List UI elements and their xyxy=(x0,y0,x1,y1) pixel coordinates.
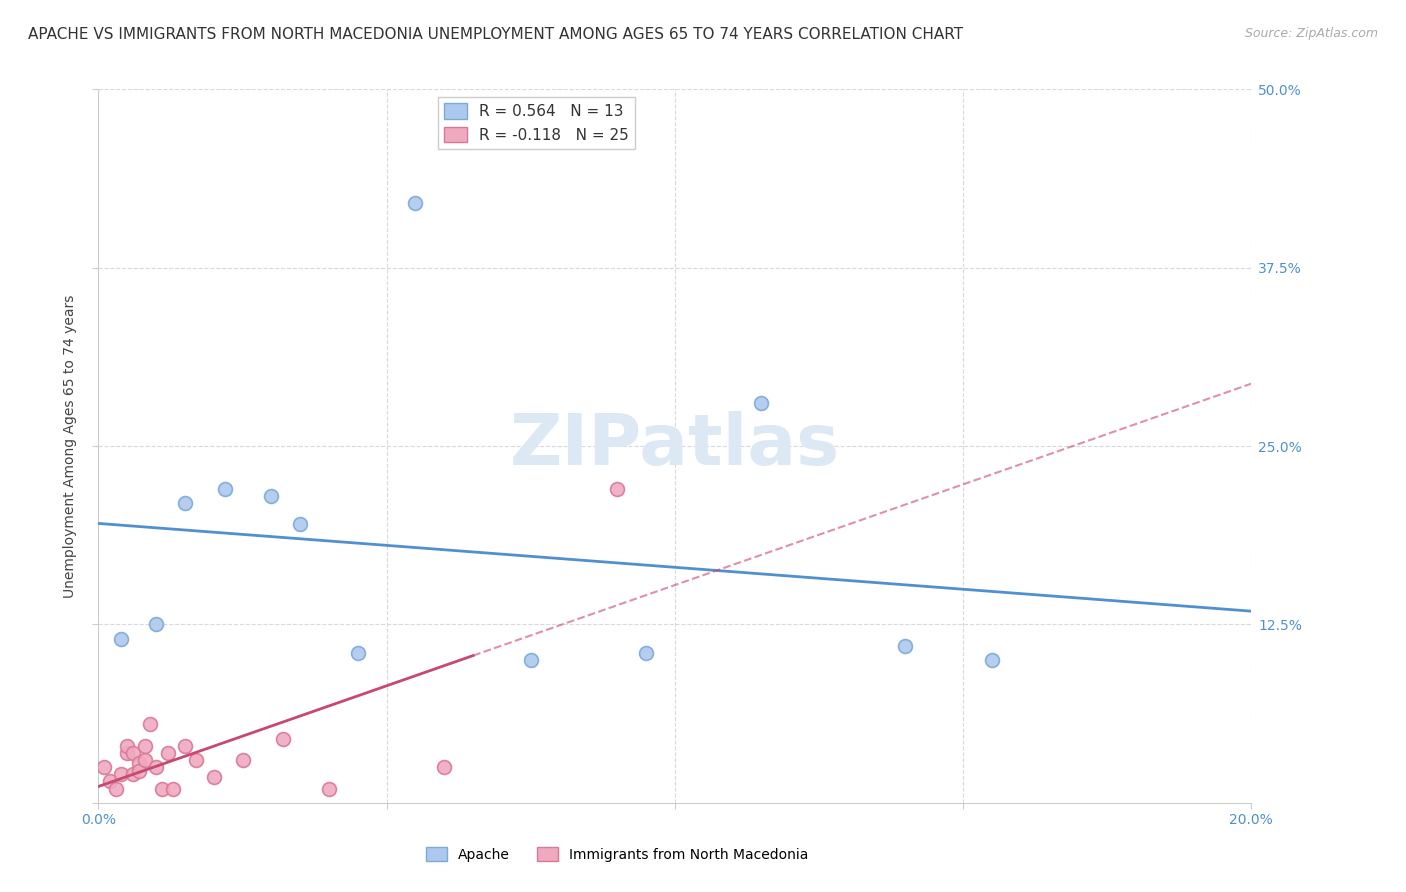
Point xyxy=(145,760,167,774)
Point xyxy=(93,760,115,774)
Point xyxy=(186,753,208,767)
Point xyxy=(636,646,658,660)
Text: APACHE VS IMMIGRANTS FROM NORTH MACEDONIA UNEMPLOYMENT AMONG AGES 65 TO 74 YEARS: APACHE VS IMMIGRANTS FROM NORTH MACEDONI… xyxy=(28,27,963,42)
Point xyxy=(290,517,312,532)
Point xyxy=(231,753,254,767)
Point xyxy=(214,482,236,496)
Point xyxy=(104,781,127,796)
Point xyxy=(128,756,150,770)
Point xyxy=(150,781,173,796)
Point xyxy=(346,646,368,660)
Legend: Apache, Immigrants from North Macedonia: Apache, Immigrants from North Macedonia xyxy=(420,841,814,867)
Point xyxy=(162,781,184,796)
Y-axis label: Unemployment Among Ages 65 to 74 years: Unemployment Among Ages 65 to 74 years xyxy=(63,294,77,598)
Point xyxy=(318,781,340,796)
Point xyxy=(174,496,197,510)
Point xyxy=(145,617,167,632)
Point xyxy=(606,482,628,496)
Point xyxy=(134,739,156,753)
Point xyxy=(110,767,132,781)
Point xyxy=(128,764,150,779)
Point xyxy=(156,746,179,760)
Point xyxy=(433,760,456,774)
Point xyxy=(122,746,145,760)
Point xyxy=(98,774,121,789)
Point xyxy=(117,746,139,760)
Point xyxy=(139,717,162,731)
Point xyxy=(894,639,917,653)
Point xyxy=(271,731,294,746)
Point xyxy=(122,767,145,781)
Point xyxy=(117,739,139,753)
Point xyxy=(174,739,197,753)
Point xyxy=(260,489,283,503)
Point xyxy=(520,653,543,667)
Point xyxy=(981,653,1004,667)
Text: Source: ZipAtlas.com: Source: ZipAtlas.com xyxy=(1244,27,1378,40)
Text: ZIPatlas: ZIPatlas xyxy=(510,411,839,481)
Point xyxy=(134,753,156,767)
Point xyxy=(751,396,773,410)
Point xyxy=(405,196,427,211)
Point xyxy=(202,770,225,784)
Point xyxy=(110,632,132,646)
